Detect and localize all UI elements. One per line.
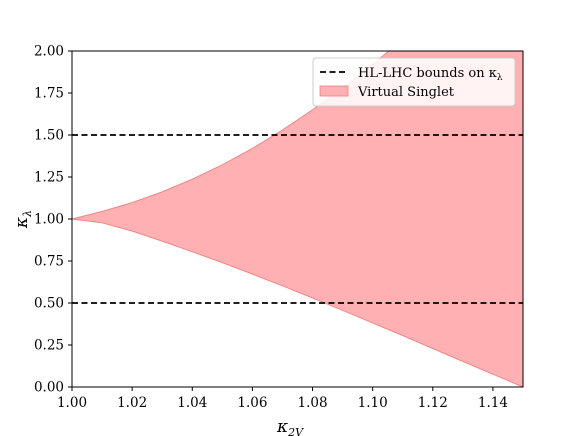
legend-band-swatch (319, 85, 349, 97)
legend-frame (312, 57, 516, 107)
x-axis: 1.00 1.02 1.04 1.06 1.08 1.10 1.12 1.14 (57, 387, 508, 411)
x-axis-label-base: κ (276, 417, 288, 436)
y-tick-label: 1.25 (34, 170, 64, 186)
plot-area (72, 51, 523, 387)
y-tick-label: 0.75 (34, 254, 64, 270)
y-tick-label: 1.50 (34, 128, 64, 144)
legend: HL-LHC bounds on κλ Virtual Singlet (312, 57, 516, 107)
legend-hline-text: HL-LHC bounds on κ (358, 66, 497, 81)
y-tick-label: 1.75 (34, 86, 64, 102)
x-tick-label: 1.10 (358, 395, 388, 411)
y-axis-label-base: κ (12, 217, 32, 229)
legend-band-label: Virtual Singlet (357, 85, 455, 100)
y-tick-label: 0.50 (34, 296, 64, 312)
y-tick-label: 0.00 (34, 380, 64, 396)
x-tick-label: 1.04 (177, 395, 207, 411)
y-tick-label: 2.00 (34, 44, 64, 60)
y-axis-label: κλ (12, 210, 34, 229)
y-axis: 0.00 0.25 0.50 0.75 1.00 1.25 1.50 1.75 2.00 (34, 44, 72, 396)
x-tick-label: 1.00 (57, 395, 87, 411)
legend-hline-label: HL-LHC bounds on κλ (358, 66, 503, 83)
y-tick-label: 0.25 (34, 338, 64, 354)
x-tick-label: 1.08 (298, 395, 328, 411)
y-tick-label: 1.00 (34, 212, 64, 228)
x-tick-label: 1.02 (117, 395, 147, 411)
x-axis-label-sub: 2V (287, 426, 304, 436)
x-tick-label: 1.12 (418, 395, 448, 411)
legend-hline-sub: λ (497, 73, 503, 83)
x-tick-label: 1.06 (237, 395, 267, 411)
y-axis-label-sub: λ (21, 210, 34, 218)
x-axis-label: κ2V (276, 417, 304, 436)
x-tick-label: 1.14 (478, 395, 508, 411)
